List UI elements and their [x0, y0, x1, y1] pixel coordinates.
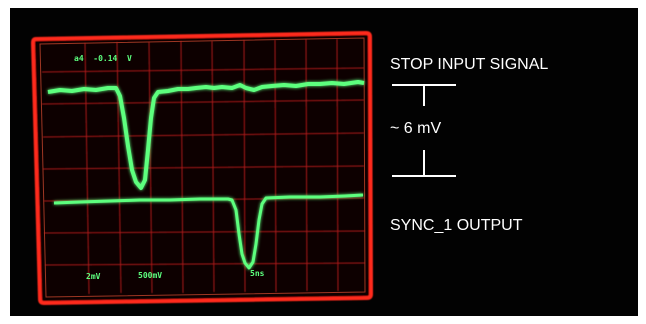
scope-readout: a4 -0.14 V — [74, 54, 132, 63]
sync-output-label: SYNC_1 OUTPUT — [390, 217, 523, 234]
amplitude-label: ~ 6 mV — [390, 120, 442, 137]
graticule — [41, 38, 366, 295]
stop-input-signal-label: STOP INPUT SIGNAL — [390, 56, 549, 73]
stop-signal-trace — [47, 80, 365, 190]
amplitude-top-stem — [423, 84, 425, 106]
ch1-scale-readout: 2mV — [86, 272, 101, 281]
sync-output-trace — [53, 193, 364, 270]
amplitude-bottom-stem — [423, 150, 425, 176]
ch2-scale-readout: 500mV — [138, 271, 162, 280]
amplitude-bottom-bar — [392, 175, 456, 177]
timebase-readout: 5ns — [250, 269, 265, 278]
